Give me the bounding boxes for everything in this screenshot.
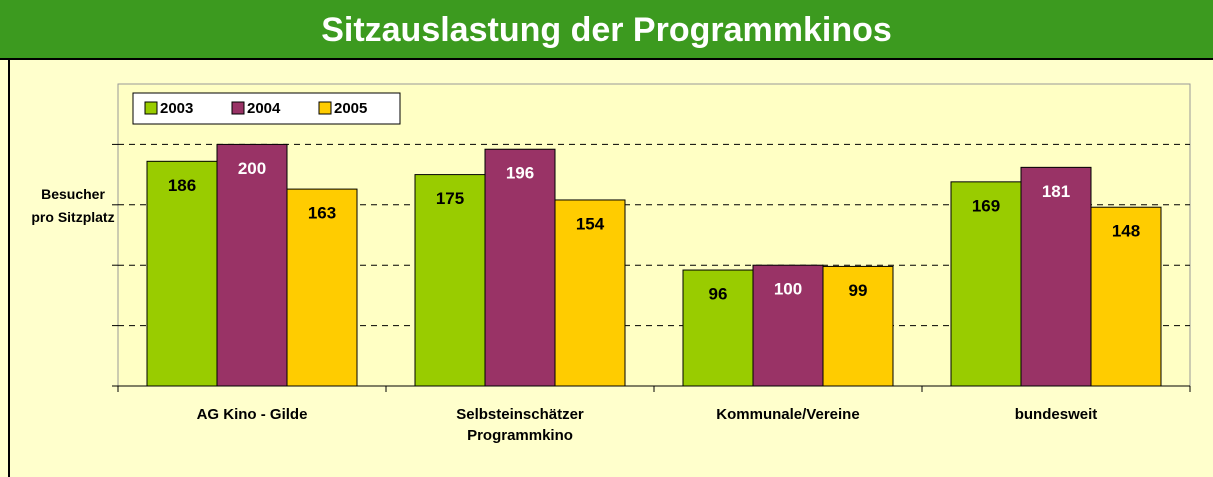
bar (950, 181, 1022, 387)
bar (414, 174, 486, 387)
data-label: 154 (576, 214, 605, 233)
x-tick-label: Selbsteinschätzer Programmkino (456, 406, 584, 444)
legend-swatch (144, 101, 158, 115)
bar (682, 269, 754, 387)
x-tick-label: AG Kino - Gilde (196, 406, 308, 423)
data-label: 96 (709, 285, 728, 304)
data-label: 99 (849, 281, 868, 300)
data-label: 186 (168, 176, 196, 195)
data-label: 163 (308, 204, 336, 223)
data-label: 100 (774, 280, 802, 299)
data-label: 200 (238, 159, 266, 178)
legend-label: 2005 (334, 100, 367, 117)
bar (216, 143, 288, 387)
bar (286, 188, 358, 387)
legend-label: 2003 (160, 100, 193, 117)
legend-swatch (318, 101, 332, 115)
bar (484, 148, 556, 387)
legend-label: 2004 (247, 100, 281, 117)
bar (146, 160, 218, 387)
border (8, 60, 10, 477)
legend-swatch (231, 101, 245, 115)
bar (1020, 166, 1092, 387)
data-label: 175 (436, 189, 464, 208)
data-label: 181 (1042, 182, 1070, 201)
data-label: 169 (972, 196, 1000, 215)
chart-title: Sitzauslastung der Programmkinos (0, 0, 1213, 60)
bar (554, 199, 626, 387)
x-tick-label: bundesweit (1014, 406, 1098, 423)
y-axis-label: Besucher pro Sitzplatz (31, 186, 115, 225)
data-label: 148 (1112, 222, 1140, 241)
legend (132, 92, 401, 125)
bar (1090, 206, 1162, 387)
bar (822, 265, 894, 387)
data-label: 196 (506, 164, 534, 183)
x-tick-label: Kommunale/Vereine (716, 406, 860, 423)
